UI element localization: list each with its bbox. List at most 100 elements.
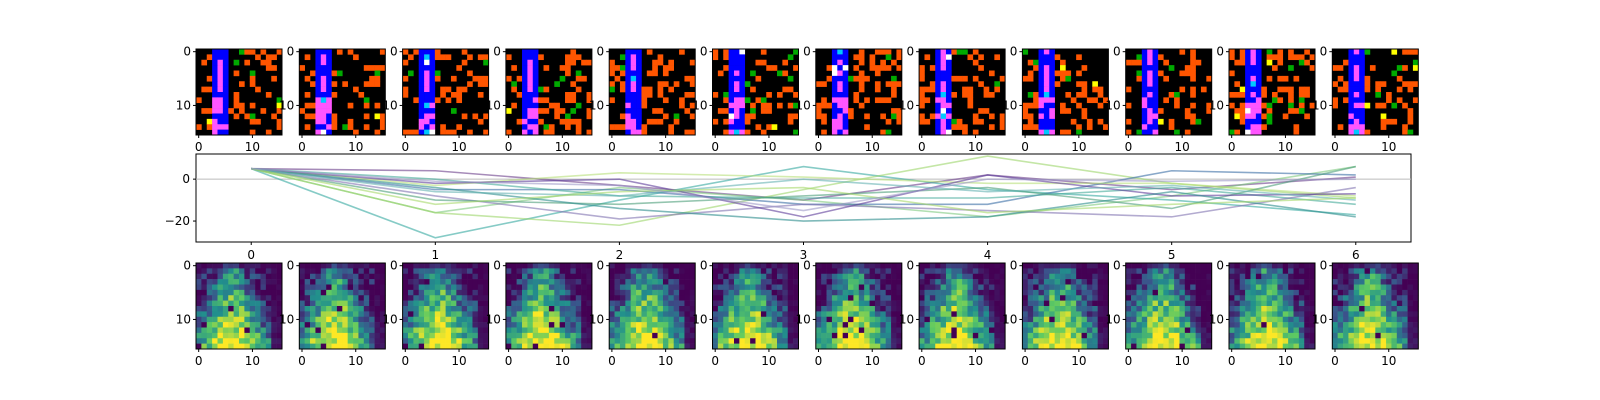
heat-cell (456, 332, 463, 339)
grid-cell (972, 113, 979, 120)
grid-cell (945, 118, 952, 125)
heat-cell (684, 332, 691, 339)
heat-cell (864, 289, 870, 296)
heat-cell (831, 327, 838, 334)
heat-cell (940, 343, 947, 350)
grid-cell (1288, 54, 1294, 61)
grid-cell (206, 124, 213, 130)
heat-cell (1364, 289, 1371, 296)
grid-cell (935, 97, 941, 104)
heat-cell (1407, 322, 1414, 328)
grid-cell (636, 59, 642, 66)
grid-cell (728, 97, 735, 104)
x-tick-label: 10 (1071, 140, 1086, 154)
heat-cell (196, 289, 202, 296)
grid-cell (315, 124, 322, 130)
heat-cell (233, 268, 240, 275)
heat-cell (1353, 327, 1360, 334)
heat-cell (782, 306, 789, 312)
heat-cell (858, 289, 865, 296)
heat-cell (646, 279, 653, 285)
heat-cell (673, 332, 680, 339)
heat-cell (543, 300, 550, 307)
grid-cell (1033, 102, 1039, 109)
heat-cell (1239, 295, 1246, 301)
grid-cell (522, 65, 528, 71)
grid-cell (771, 124, 778, 130)
heat-cell (402, 279, 409, 285)
grid-cell (429, 113, 436, 120)
heat-cell (1022, 343, 1029, 350)
heat-cell (885, 322, 892, 328)
grid-cell (217, 92, 224, 98)
heat-cell (402, 316, 409, 323)
heat-cell (331, 306, 338, 312)
grid-cell (880, 97, 886, 104)
heat-cell (440, 322, 446, 328)
heat-cell (1369, 322, 1376, 328)
heat-cell (1293, 268, 1300, 275)
grid-cell (532, 75, 539, 82)
heat-cell (1277, 338, 1284, 344)
heat-cell (310, 273, 316, 280)
grid-cell (1141, 92, 1148, 98)
grid-cell (831, 102, 838, 109)
heat-cell (1033, 289, 1039, 296)
heat-cell (874, 300, 881, 307)
heat-cell (1277, 300, 1284, 307)
grid-cell (945, 75, 952, 82)
heat-cell (956, 300, 963, 307)
heat-cell (885, 263, 892, 269)
heat-cell (826, 279, 833, 285)
grid-cell (636, 86, 642, 93)
grid-cell (440, 54, 446, 61)
heat-cell (858, 343, 865, 350)
heat-cell (1396, 295, 1403, 301)
heat-cell (336, 327, 343, 334)
heat-cell (869, 332, 876, 339)
heat-cell (614, 322, 621, 328)
heat-cell (614, 289, 621, 296)
grid-cell (1245, 81, 1251, 87)
heat-cell (842, 343, 849, 350)
heat-cell (1277, 322, 1284, 328)
grid-cell (988, 113, 995, 120)
heat-cell (477, 306, 484, 312)
heat-cell (196, 316, 202, 323)
heat-cell (1391, 268, 1398, 275)
heat-cell (1147, 332, 1153, 339)
heat-cell (575, 284, 582, 291)
grid-cell (1348, 65, 1355, 71)
grid-cell (951, 118, 958, 125)
heat-cell (1375, 273, 1381, 280)
grid-cell (1136, 129, 1143, 136)
heat-cell (1245, 332, 1251, 339)
heat-cell (228, 295, 234, 301)
heat-cell (728, 316, 735, 323)
heat-cell (201, 306, 208, 312)
grid-cell (1337, 124, 1344, 130)
heat-cell (609, 327, 615, 334)
grid-cell (233, 70, 240, 77)
grid-cell (652, 59, 658, 66)
heat-cell (625, 289, 631, 296)
heat-cell (684, 289, 691, 296)
heat-cell (222, 263, 229, 269)
heat-cell (760, 338, 767, 344)
heat-cell (581, 284, 587, 291)
heat-cell (472, 289, 479, 296)
heat-cell (668, 263, 674, 269)
heat-cell (450, 289, 457, 296)
heat-cell (885, 289, 892, 296)
heat-cell (299, 327, 305, 334)
grid-cell (1027, 70, 1034, 77)
heat-cell (679, 322, 685, 328)
heat-cell (771, 273, 778, 280)
grid-cell (1141, 97, 1148, 104)
heat-cell (326, 332, 332, 339)
heat-cell (353, 284, 359, 291)
grid-cell (1190, 49, 1196, 55)
grid-cell (712, 92, 719, 98)
x-tick-label: 0 (1228, 140, 1236, 154)
